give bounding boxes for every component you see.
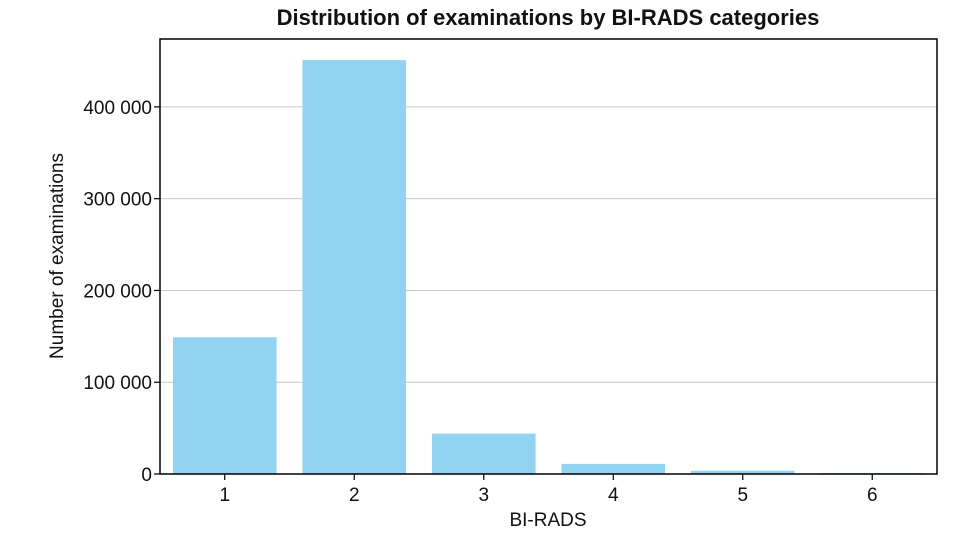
x-axis-label: BI-RADS bbox=[509, 510, 586, 531]
bar-2 bbox=[302, 60, 407, 474]
x-axis-ticks: 1 2 3 4 5 6 bbox=[219, 474, 878, 506]
x-tick-label: 6 bbox=[867, 485, 878, 506]
gridlines bbox=[160, 106, 937, 383]
x-tick-label: 1 bbox=[219, 485, 230, 506]
bar-5 bbox=[690, 470, 795, 474]
y-tick-label: 0 bbox=[141, 465, 152, 486]
y-tick-label: 300 000 bbox=[83, 190, 152, 211]
chart-title: Distribution of examinations by BI-RADS … bbox=[277, 5, 820, 30]
y-axis-label: Number of examinations bbox=[47, 153, 68, 359]
bar-1 bbox=[172, 337, 277, 474]
x-tick-label: 2 bbox=[349, 485, 360, 506]
y-axis-ticks: 0 100 000 200 000 300 000 400 000 bbox=[83, 98, 160, 486]
y-tick-label: 100 000 bbox=[83, 373, 152, 394]
plot-frame bbox=[159, 38, 938, 475]
bars bbox=[172, 60, 925, 474]
x-tick-label: 4 bbox=[608, 485, 619, 506]
y-tick-label: 400 000 bbox=[83, 98, 152, 119]
bar-4 bbox=[561, 463, 666, 474]
x-tick-label: 5 bbox=[737, 485, 748, 506]
y-tick-label: 200 000 bbox=[83, 281, 152, 302]
bar-3 bbox=[431, 433, 536, 474]
x-tick-label: 3 bbox=[478, 485, 489, 506]
